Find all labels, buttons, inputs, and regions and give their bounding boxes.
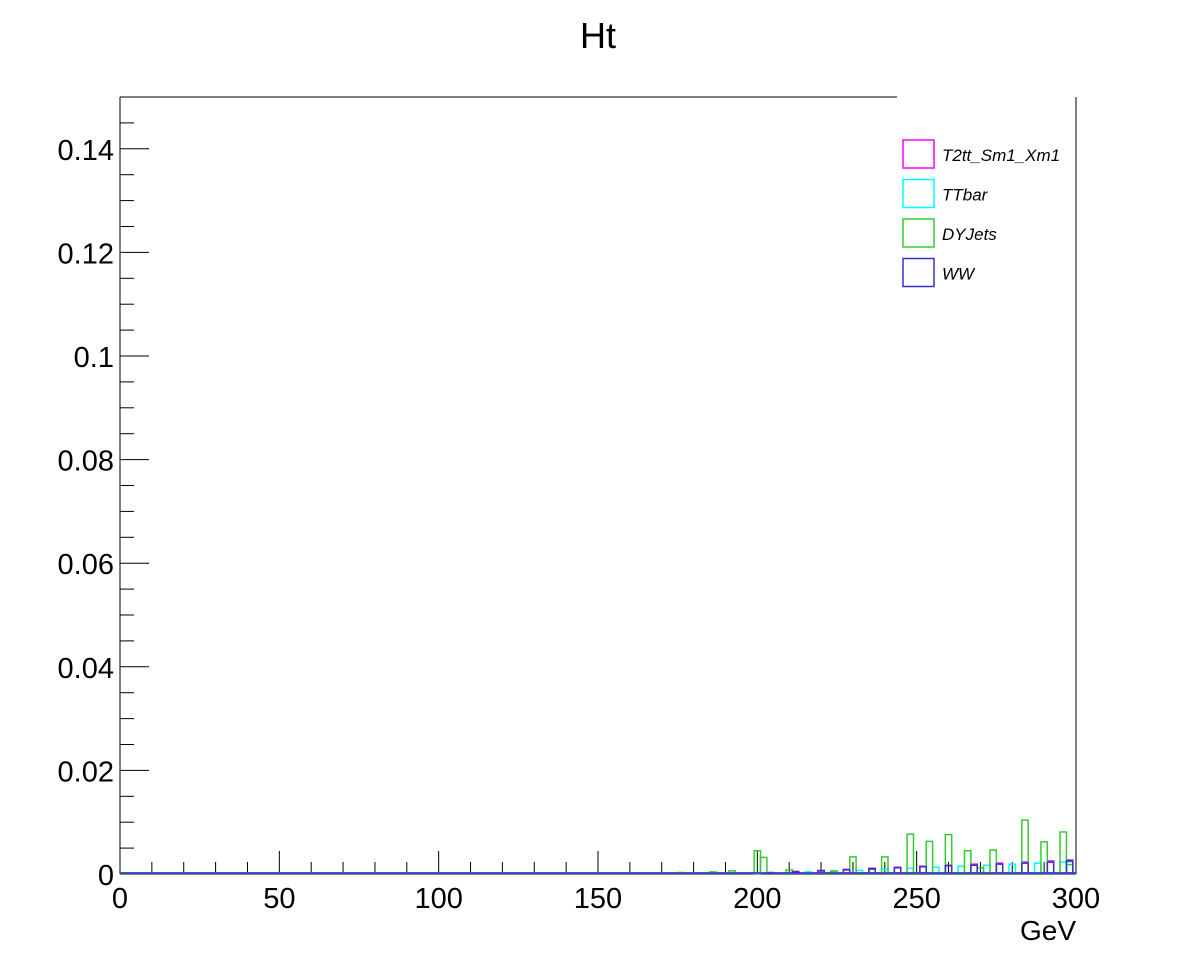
y-tick-label: 0.08 [58,446,114,478]
chart-title: Ht [580,15,616,56]
histogram-bin [848,856,857,873]
histogram-bin [1065,860,1074,873]
y-tick-label: 0.1 [74,342,114,374]
legend-entry-label: DYJets [942,225,997,244]
y-tick-label: 0.14 [58,135,114,167]
x-tick-label: 100 [414,883,462,915]
histogram-bin [944,833,953,873]
legend-entry-label: TTbar [942,186,989,205]
y-tick-label: 0.04 [58,653,114,685]
histogram-bin [1059,831,1068,873]
legend-swatch [902,178,935,209]
histogram-bin [759,856,768,873]
histogram-bin [1008,863,1017,873]
series-ww [120,860,1076,874]
legend-entry-label: T2tt_Sm1_Xm1 [942,146,1060,165]
histogram-bin [944,864,953,873]
x-tick-label: 200 [733,883,781,915]
histogram-bin [829,870,838,873]
y-tick-label: 0 [98,860,114,892]
y-tick-label: 0.06 [58,549,114,581]
histogram-bin [893,867,902,873]
histogram-bin [925,840,934,873]
series-layer [120,819,1076,875]
histogram-bin [880,856,889,873]
histogram-bin [868,868,876,873]
histogram-bin [1040,841,1049,873]
histogram-bin [791,871,800,873]
histogram-bin [1021,819,1029,873]
y-axis: 0 0.02 0.04 0.06 0.08 0.1 0.12 0.14 [58,96,149,892]
y-tick-label: 0.02 [58,756,114,788]
histogram-bin [989,849,998,873]
x-axis-label: GeV [1020,915,1076,946]
legend-entry-label: WW [942,265,976,284]
histogram-bin [919,865,927,873]
histogram-bin [995,863,1004,873]
legend: T2tt_Sm1_Xm1 TTbar DYJets WW [902,139,1060,288]
histogram-bin [1046,861,1055,873]
legend-swatch [902,139,935,169]
legend-swatch [902,218,935,248]
histogram-bin [906,833,915,873]
legend-swatch [902,257,935,288]
y-tick-label: 0.12 [58,238,114,270]
x-tick-label: 50 [263,883,295,915]
histogram-bin [727,870,736,873]
x-tick-label: 150 [574,883,622,915]
histogram-bin [970,864,978,873]
histogram-bin [817,870,826,873]
histogram-bin [963,849,972,873]
x-tick-label: 0 [112,883,128,915]
histogram-bin [1021,862,1029,873]
x-tick-label: 300 [1052,883,1100,915]
x-tick-label: 250 [892,883,940,915]
histogram-bin [842,869,851,873]
x-axis: 0 50 100 150 200 250 300 [112,851,1100,915]
